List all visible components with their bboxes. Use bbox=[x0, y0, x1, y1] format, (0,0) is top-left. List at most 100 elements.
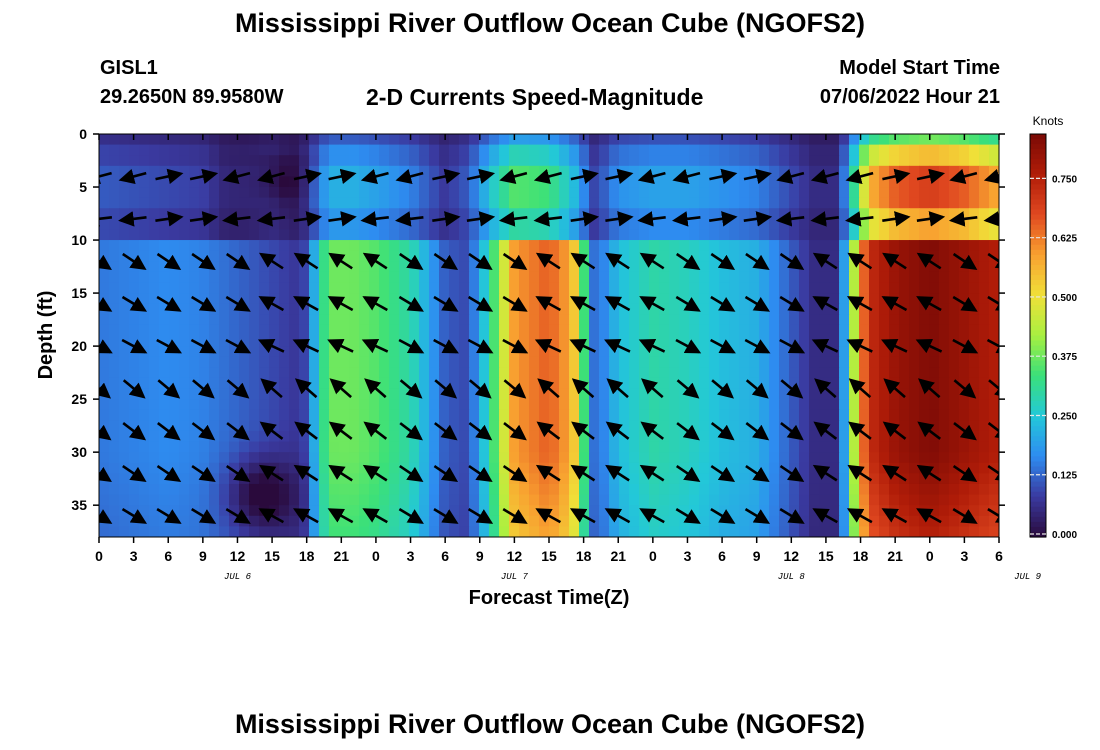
heatmap-cell bbox=[919, 526, 930, 537]
heatmap-cell bbox=[279, 176, 290, 188]
heatmap-cell bbox=[939, 134, 950, 146]
heatmap-cell bbox=[269, 155, 280, 167]
heatmap-cell bbox=[609, 388, 620, 400]
current-vector bbox=[466, 211, 496, 227]
current-vector bbox=[745, 422, 770, 441]
heatmap-cell bbox=[709, 208, 720, 220]
heatmap-cell bbox=[499, 144, 510, 156]
heatmap-cell bbox=[389, 430, 400, 443]
heatmap-cell bbox=[389, 473, 400, 485]
heatmap-cell bbox=[659, 218, 670, 231]
heatmap-cell bbox=[939, 515, 950, 527]
heatmap-cell bbox=[269, 240, 280, 252]
heatmap-cell bbox=[629, 165, 640, 178]
heatmap-cell bbox=[979, 324, 990, 337]
heatmap-cell bbox=[119, 367, 130, 379]
heatmap-cell bbox=[989, 483, 999, 496]
heatmap-cell bbox=[789, 229, 800, 241]
heatmap-cell bbox=[629, 282, 640, 294]
heatmap-cell bbox=[309, 250, 320, 262]
colorbar-segment bbox=[1030, 395, 1046, 402]
heatmap-cell bbox=[929, 399, 940, 411]
heatmap-cell bbox=[669, 250, 680, 262]
heatmap-cell bbox=[109, 462, 120, 474]
heatmap-cell bbox=[279, 155, 290, 167]
heatmap-cell bbox=[729, 197, 740, 209]
heatmap-cell bbox=[869, 377, 880, 390]
heatmap-cell bbox=[349, 324, 360, 337]
heatmap-cell bbox=[489, 303, 500, 315]
heatmap-cell bbox=[839, 282, 850, 294]
heatmap-cell bbox=[689, 335, 700, 347]
heatmap-cell bbox=[109, 144, 120, 156]
heatmap-cell bbox=[839, 197, 850, 209]
heatmap-cell bbox=[839, 441, 850, 453]
heatmap-cell bbox=[899, 388, 910, 400]
heatmap-cell bbox=[829, 494, 840, 506]
current-vector bbox=[604, 508, 631, 524]
heatmap-cell bbox=[819, 155, 830, 167]
heatmap-cell bbox=[379, 165, 390, 178]
heatmap-cell bbox=[429, 250, 440, 262]
heatmap-cell bbox=[339, 144, 350, 156]
heatmap-cell bbox=[449, 240, 460, 252]
heatmap-cell bbox=[609, 515, 620, 527]
heatmap-cell bbox=[539, 324, 550, 337]
heatmap-cell bbox=[699, 494, 710, 506]
current-vector bbox=[328, 211, 357, 227]
heatmap-cell bbox=[949, 187, 960, 199]
heatmap-cell bbox=[449, 187, 460, 199]
heatmap-cell bbox=[419, 526, 430, 537]
heatmap-cell bbox=[249, 303, 260, 315]
heatmap-cell bbox=[409, 314, 420, 326]
heatmap-cell bbox=[749, 208, 760, 220]
heatmap-cell bbox=[469, 197, 480, 209]
heatmap-cell bbox=[829, 314, 840, 326]
heatmap-cell bbox=[689, 420, 700, 432]
heatmap-cell bbox=[769, 197, 780, 209]
heatmap-cell bbox=[769, 261, 780, 273]
heatmap-cell bbox=[749, 165, 760, 178]
heatmap-cell bbox=[789, 282, 800, 294]
heatmap-cell bbox=[339, 134, 350, 146]
heatmap-cell bbox=[189, 452, 200, 464]
heatmap-cell bbox=[829, 271, 840, 284]
heatmap-cell bbox=[459, 165, 470, 178]
heatmap-cell bbox=[469, 515, 480, 527]
heatmap-cell bbox=[359, 261, 370, 273]
heatmap-cell bbox=[179, 430, 190, 443]
heatmap-cell bbox=[779, 134, 790, 146]
heatmap-cell bbox=[519, 271, 530, 284]
heatmap-cell bbox=[139, 134, 150, 146]
heatmap-cell bbox=[299, 399, 310, 411]
heatmap-cell bbox=[529, 346, 540, 358]
heatmap-cell bbox=[249, 314, 260, 326]
heatmap-cell bbox=[249, 176, 260, 188]
heatmap-cell bbox=[199, 197, 210, 209]
heatmap-cell bbox=[419, 335, 430, 347]
heatmap-cell bbox=[329, 197, 340, 209]
heatmap-cell bbox=[859, 494, 870, 506]
heatmap-cell bbox=[469, 526, 480, 537]
heatmap-cell bbox=[439, 324, 450, 337]
heatmap-cell bbox=[119, 399, 130, 411]
heatmap-cell bbox=[459, 208, 470, 220]
heatmap-cell bbox=[719, 187, 730, 199]
heatmap-cell bbox=[929, 346, 940, 358]
heatmap-cell bbox=[949, 515, 960, 527]
heatmap-cell bbox=[849, 494, 860, 506]
heatmap-cell bbox=[399, 240, 410, 252]
heatmap-cell bbox=[349, 473, 360, 485]
heatmap-cell bbox=[369, 187, 380, 199]
heatmap-cell bbox=[959, 367, 970, 379]
heatmap-cell bbox=[929, 409, 940, 421]
heatmap-cell bbox=[499, 134, 510, 146]
current-vector bbox=[915, 339, 943, 354]
heatmap-cell bbox=[869, 505, 880, 517]
heatmap-cell bbox=[939, 420, 950, 432]
heatmap-cell bbox=[519, 208, 530, 220]
heatmap-cell bbox=[869, 409, 880, 421]
heatmap-cell bbox=[389, 346, 400, 358]
heatmap-cell bbox=[539, 197, 550, 209]
heatmap-cell bbox=[359, 314, 370, 326]
